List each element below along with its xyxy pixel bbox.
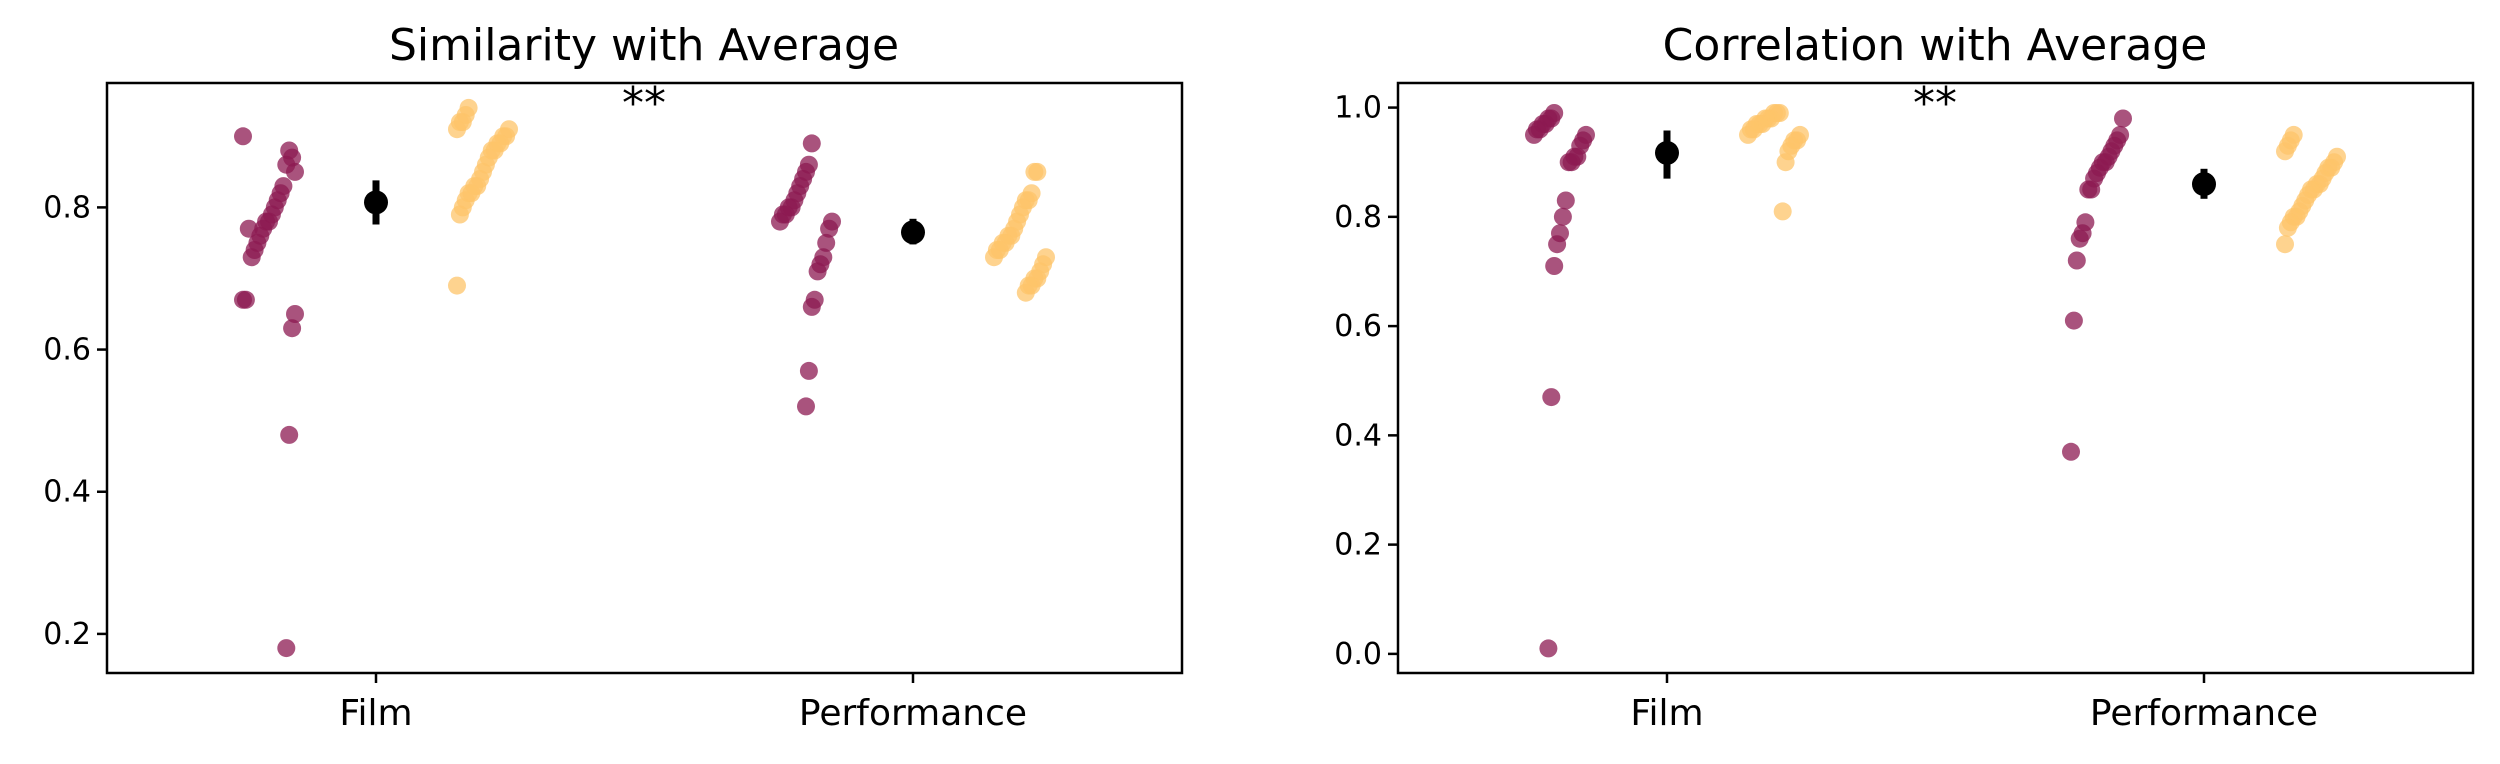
data-point-group-a [1559,153,1578,172]
y-tick-label: 0.2 [43,617,91,652]
data-point-group-a [799,361,818,380]
data-point-group-a [2064,311,2083,330]
mean-point [1655,140,1679,165]
data-point-group-a [239,219,258,238]
data-point-group-a [280,141,299,160]
data-point-group-b [985,248,1003,267]
chart-title: Correlation with Average [1663,20,2208,71]
data-point-group-a [1553,207,1572,226]
data-point-group-a [1548,235,1567,254]
data-point-group-a [286,305,304,323]
data-point-group-b [1016,283,1035,302]
data-point-group-a [802,297,821,316]
y-tick-label: 1.0 [1334,91,1382,126]
y-tick-label: 0.0 [1334,637,1382,672]
data-point-group-b [450,205,469,224]
data-point-group-b [1739,125,1757,144]
points-layer [234,98,1055,658]
y-tick-label: 0.4 [1334,418,1382,453]
plot-frame [1396,81,2475,675]
data-point-group-a [771,212,789,231]
data-point-group-a [802,134,821,153]
y-tick-label: 0.8 [43,190,91,225]
data-point-group-b [448,276,466,295]
data-point-group-b [1776,153,1795,172]
similarity-panel: Similarity with Average 0.2 0.4 0.6 0.8 Fil… [43,20,1184,734]
x-axis: Film Performance [339,673,1027,734]
data-point-group-a [277,155,296,174]
x-category-label: Performance [799,693,1027,734]
x-category-label: Performance [2090,693,2318,734]
data-point-group-a [2070,229,2089,248]
significance-marker: ** [1913,78,1957,129]
y-tick-label: 0.6 [1334,309,1382,344]
data-point-group-a [2067,251,2086,270]
y-tick-label: 0.2 [1334,528,1382,563]
data-point-group-a [2079,180,2098,199]
data-point-group-a [1556,191,1575,210]
data-point-group-b [1773,202,1792,221]
data-point-group-b [2276,235,2294,254]
data-point-group-a [1539,639,1558,658]
data-point-group-a [817,233,836,252]
data-point-group-b [448,120,466,139]
data-point-group-a [808,262,827,281]
data-point-group-a [2062,442,2080,461]
mean-point [364,190,388,215]
data-point-group-a [234,290,252,309]
mean-point [2192,172,2216,197]
data-point-group-a [234,127,252,146]
chart-title: Similarity with Average [389,20,899,71]
y-axis: 0.2 0.4 0.6 0.8 [43,190,107,652]
x-axis: Film Performance [1630,673,2318,734]
data-point-group-a [283,319,302,338]
mean-point [901,220,925,245]
plot-frame [105,81,1184,675]
data-point-group-a [242,248,261,267]
significance-marker: ** [622,78,666,129]
x-category-label: Film [1630,693,1703,734]
data-point-group-a [277,639,296,658]
data-point-group-b [1025,162,1044,181]
data-point-group-b [2276,142,2294,161]
points-layer [1525,104,2346,658]
y-tick-label: 0.4 [43,475,91,510]
data-point-group-b [2278,218,2297,237]
x-category-label: Film [339,693,412,734]
data-point-group-a [1542,388,1561,407]
y-tick-label: 0.8 [1334,200,1382,235]
data-point-group-a [820,219,839,238]
data-point-group-a [2114,109,2132,128]
y-tick-label: 0.6 [43,333,91,368]
y-axis: 0.0 0.2 0.4 0.6 0.8 1.0 [1334,91,1398,672]
data-point-group-a [1525,125,1543,144]
correlation-panel: Correlation with Average 0.0 0.2 0.4 0.6 0.8… [1334,20,2475,734]
data-point-group-a [280,425,299,444]
data-point-group-a [1545,257,1564,275]
data-point-group-a [797,397,815,416]
